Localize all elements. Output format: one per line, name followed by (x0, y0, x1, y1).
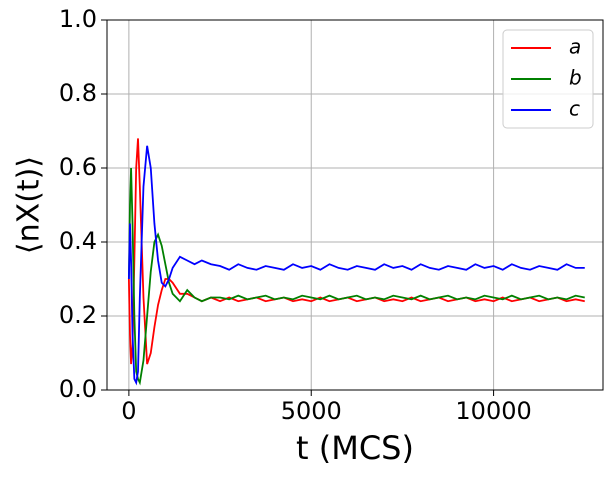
y-tick-label: 0.8 (59, 79, 97, 107)
x-axis-label: t (MCS) (296, 429, 414, 467)
plot-frame (106, 19, 604, 391)
y-tick-label: 0.4 (59, 227, 97, 255)
y-axis-label: ⟨nX(t)⟩ (12, 156, 47, 254)
y-tick-label: 1.0 (59, 5, 97, 33)
x-tick-label: 10000 (455, 397, 531, 425)
series-line (127, 145, 585, 386)
x-tick-label: 5000 (281, 397, 342, 425)
legend-label: a (569, 35, 581, 59)
y-tick-label: 0.2 (59, 301, 97, 329)
x-tick-label: 0 (121, 397, 136, 425)
y-tick-label: 0.6 (59, 153, 97, 181)
legend-label: b (569, 66, 582, 90)
y-tick-label: 0.0 (59, 375, 97, 403)
series-line (127, 138, 585, 365)
legend-label: c (569, 97, 580, 121)
series-line (127, 167, 585, 386)
